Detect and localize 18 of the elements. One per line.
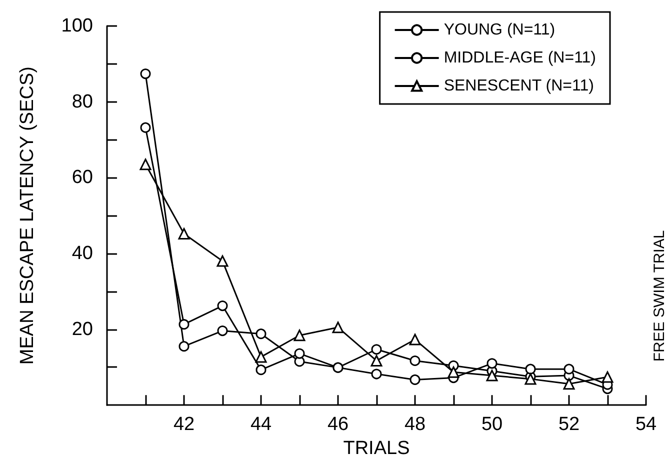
y-axis-title: MEAN ESCAPE LATENCY (SECS): [17, 66, 38, 365]
y-tick-label: 60: [72, 167, 93, 188]
x-axis-title: TRIALS: [343, 438, 410, 459]
x-tick-label: 50: [481, 414, 503, 436]
y-tick-label: 80: [72, 91, 93, 112]
y-tick-label: 100: [61, 16, 93, 36]
x-tick-label: 54: [635, 414, 657, 436]
x-tick-label: 52: [558, 414, 580, 436]
x-tick-label: 44: [250, 414, 272, 436]
text: FREE SWIM TRIAL: [651, 230, 668, 362]
legend-label: MIDDLE-AGE (N=11): [444, 50, 596, 66]
y-tick-label: 40: [72, 242, 93, 264]
x-tick-label: 42: [173, 414, 195, 436]
y-tick-label: 20: [72, 318, 93, 340]
x-tick-label: 48: [404, 414, 426, 436]
legend-label: SENESCENT (N=11): [444, 78, 594, 94]
x-tick-label: 46: [327, 414, 349, 436]
legend-label: YOUNG (N=11): [444, 22, 556, 38]
